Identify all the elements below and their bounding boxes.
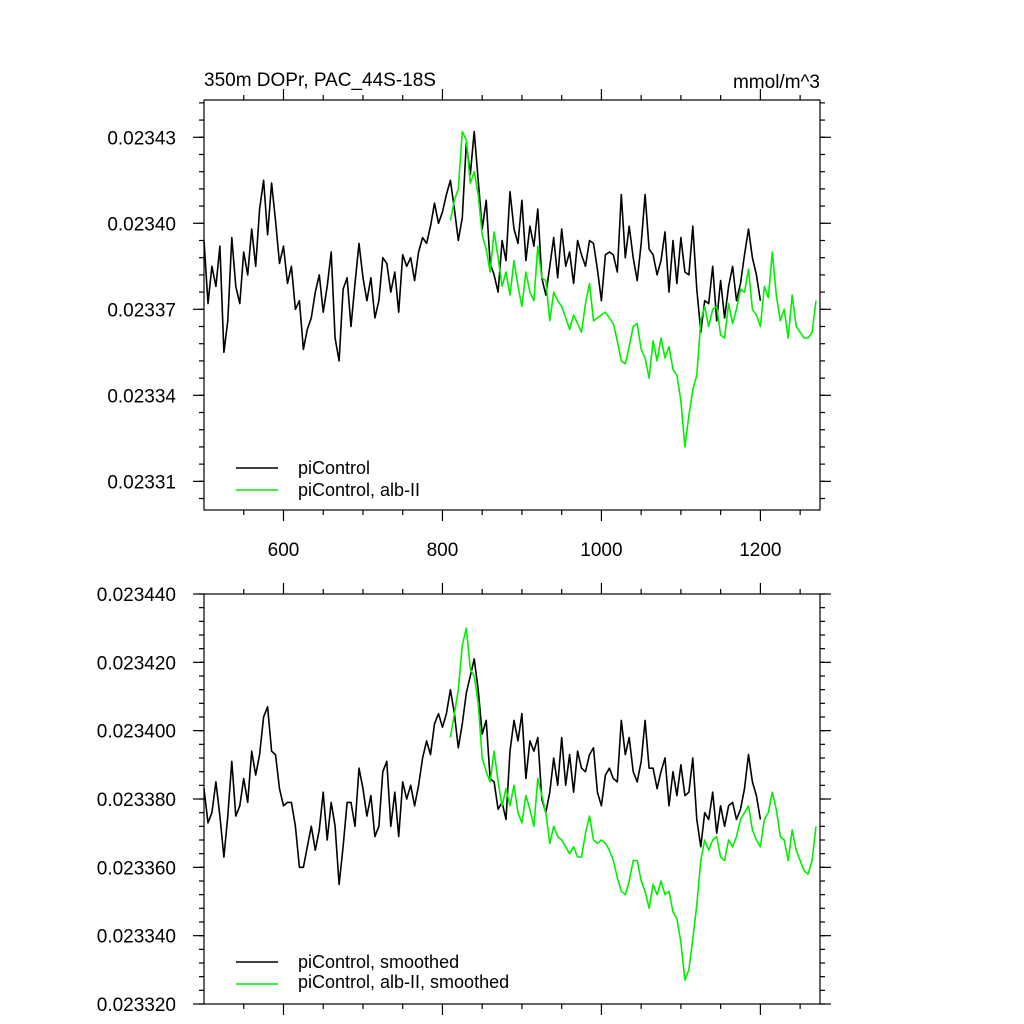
bottom-plot-frame	[203, 593, 821, 1005]
top-xtick-label: 1000	[580, 540, 622, 561]
top-plot-frame	[203, 99, 821, 511]
bottom-series-line-1	[449, 627, 817, 981]
top-xtick-label: 600	[268, 540, 300, 561]
top-ytick-label: 0.02343	[107, 128, 176, 149]
top-ytick-label: 0.02337	[107, 300, 176, 321]
bottom-ytick-label: 0.023340	[97, 927, 176, 948]
bottom-series-lines	[203, 627, 817, 981]
bottom-ytick-label: 0.023420	[97, 653, 176, 674]
top-ytick-label: 0.02334	[107, 386, 176, 407]
top-series-line-1	[449, 130, 817, 448]
bottom-legend-label-0: piControl, smoothed	[298, 952, 459, 972]
top-series-line-0	[203, 130, 762, 362]
top-xtick-label: 800	[427, 540, 459, 561]
top-ticks: 600 800 1000 1200 0.02331 0.02334 0.02337 0.023…	[107, 89, 831, 561]
top-ytick-label: 0.02331	[107, 472, 176, 493]
top-ytick-label: 0.02340	[107, 214, 176, 235]
bottom-ytick-label: 0.023400	[97, 722, 176, 743]
top-series-lines	[203, 130, 817, 448]
bottom-ytick-label: 0.023360	[97, 858, 176, 879]
bottom-ytick-label: 0.023320	[97, 995, 176, 1016]
bottom-legend: piControl, smoothed piControl, alb-II, s…	[236, 952, 509, 992]
bottom-panel: 0.023320 0.023340 0.023360 0.023380 0.023400…	[97, 583, 831, 1016]
bottom-ticks: 0.023320 0.023340 0.023360 0.023380 0.023400…	[97, 583, 831, 1016]
top-xtick-label: 1200	[739, 540, 781, 561]
top-legend-label-0: piControl	[298, 458, 370, 478]
top-legend-label-1: piControl, alb-II	[298, 480, 420, 500]
bottom-ytick-label: 0.023380	[97, 790, 176, 811]
top-chart-units: mmol/m^3	[733, 72, 820, 93]
bottom-series-line-0	[203, 658, 762, 886]
bottom-ytick-label: 0.023440	[97, 585, 176, 606]
top-chart-title: 350m DOPr, PAC_44S-18S	[204, 70, 436, 91]
bottom-legend-label-1: piControl, alb-II, smoothed	[298, 972, 509, 992]
top-panel: 350m DOPr, PAC_44S-18S mmol/m^3 600 800 10…	[107, 70, 831, 561]
top-legend: piControl piControl, alb-II	[236, 458, 420, 500]
